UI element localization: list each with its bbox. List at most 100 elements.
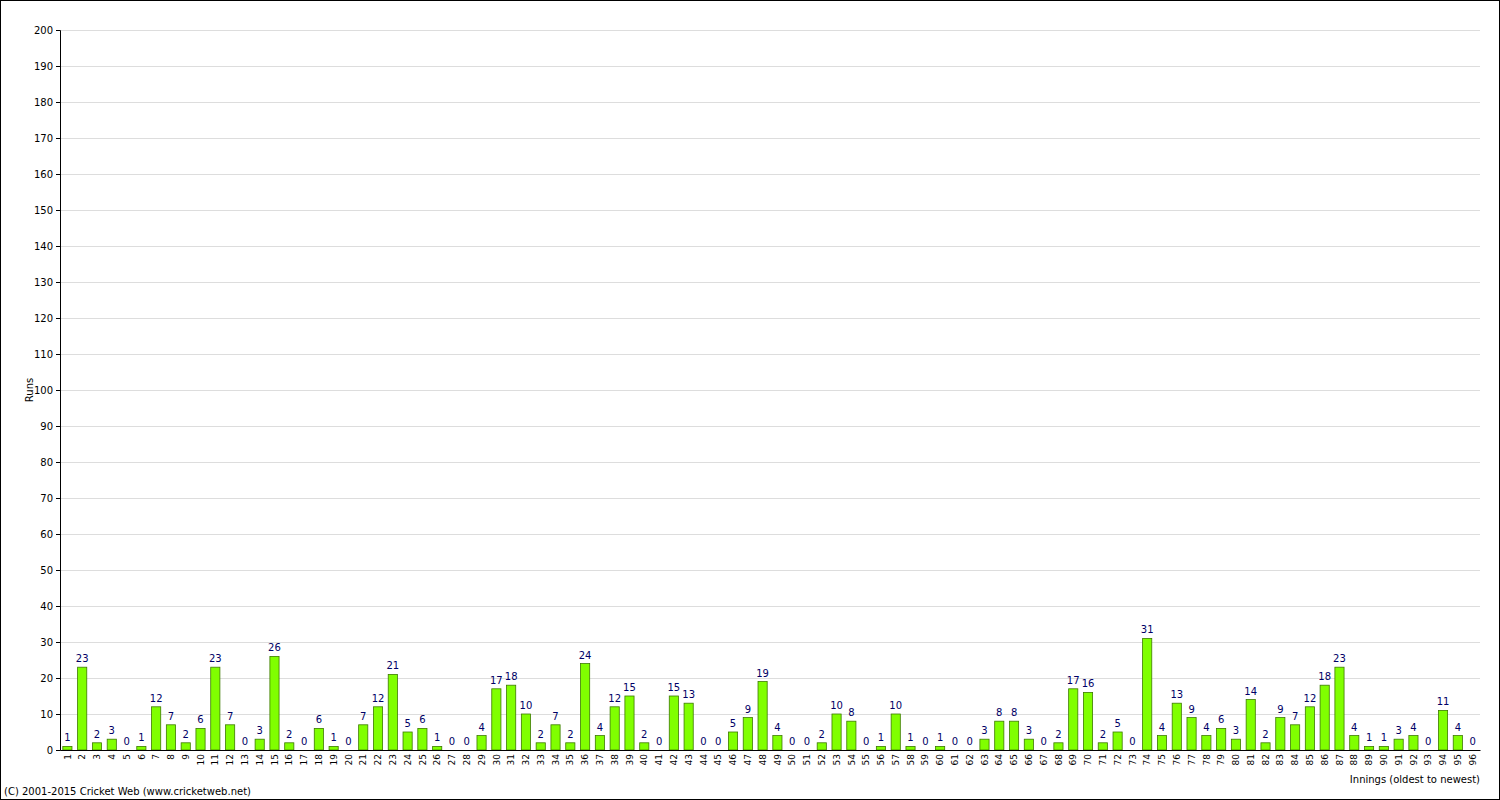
y-tick-mark <box>56 318 60 319</box>
y-tick-label: 60 <box>40 529 53 540</box>
bar <box>433 746 442 750</box>
bar <box>1468 750 1477 751</box>
y-tick-label: 180 <box>34 97 53 108</box>
bar <box>78 667 87 750</box>
y-tick: 160 <box>34 169 60 180</box>
data-label: 10 <box>889 700 902 711</box>
x-tick: 6 <box>137 754 147 760</box>
x-tick-label: 68 <box>1054 754 1064 766</box>
x-tick: 3 <box>92 754 102 760</box>
bar <box>403 732 412 750</box>
data-label: 0 <box>242 736 248 747</box>
bar <box>891 714 900 750</box>
x-tick: 89 <box>1364 754 1374 766</box>
x-tick-label: 22 <box>373 754 383 765</box>
bar <box>299 750 308 751</box>
bar <box>1157 736 1166 750</box>
bar <box>847 721 856 750</box>
data-label: 2 <box>286 729 292 740</box>
x-tick: 2 <box>77 754 87 760</box>
x-tick: 54 <box>847 754 857 766</box>
y-tick-mark <box>56 102 60 103</box>
x-tick: 22 <box>373 754 383 765</box>
bar <box>566 743 575 750</box>
x-tick-label: 78 <box>1202 754 1212 766</box>
grid-line <box>60 174 1480 175</box>
y-tick: 100 <box>34 385 60 396</box>
y-tick-label: 70 <box>40 493 53 504</box>
bar <box>492 689 501 750</box>
x-tick-label: 91 <box>1394 754 1404 765</box>
y-tick-label: 150 <box>34 205 53 216</box>
grid-line <box>60 534 1480 535</box>
data-label: 5 <box>1114 718 1120 729</box>
y-tick-mark <box>56 678 60 679</box>
bar <box>1231 739 1240 750</box>
data-label: 0 <box>804 736 810 747</box>
x-tick: 62 <box>965 754 975 765</box>
x-tick-label: 28 <box>462 754 472 766</box>
y-tick: 20 <box>40 673 60 684</box>
x-tick-label: 83 <box>1275 754 1285 765</box>
bar <box>773 736 782 750</box>
x-tick: 40 <box>639 754 649 766</box>
grid-line <box>60 282 1480 283</box>
data-label: 4 <box>597 722 603 733</box>
y-tick: 150 <box>34 205 60 216</box>
bar <box>92 743 101 750</box>
y-tick-mark <box>56 282 60 283</box>
x-tick-label: 70 <box>1083 754 1093 766</box>
x-tick: 93 <box>1423 754 1433 765</box>
bar <box>329 746 338 750</box>
y-tick: 60 <box>40 529 60 540</box>
data-label: 4 <box>1410 722 1416 733</box>
data-label: 10 <box>830 700 843 711</box>
x-tick-label: 88 <box>1349 754 1359 766</box>
x-tick-label: 29 <box>477 754 487 766</box>
x-tick: 30 <box>492 754 502 766</box>
x-tick-label: 71 <box>1098 754 1108 765</box>
x-tick-label: 52 <box>817 754 827 765</box>
bar <box>906 746 915 750</box>
data-label: 7 <box>552 711 558 722</box>
bar <box>1438 710 1447 750</box>
bar <box>980 739 989 750</box>
y-tick-mark <box>56 390 60 391</box>
data-label: 13 <box>1170 689 1183 700</box>
x-tick: 44 <box>699 754 709 766</box>
data-label: 31 <box>1141 624 1154 635</box>
bar <box>758 682 767 750</box>
x-tick-label: 92 <box>1409 754 1419 765</box>
y-tick-mark <box>56 354 60 355</box>
data-label: 7 <box>227 711 233 722</box>
x-tick: 94 <box>1438 754 1448 766</box>
bar <box>802 750 811 751</box>
x-tick-label: 18 <box>314 754 324 766</box>
bar <box>995 721 1004 750</box>
grid-line <box>60 66 1480 67</box>
bar <box>1083 692 1092 750</box>
grid-line <box>60 354 1480 355</box>
data-label: 17 <box>1067 675 1080 686</box>
x-tick: 60 <box>935 754 945 766</box>
bar <box>344 750 353 751</box>
data-label: 1 <box>434 732 440 743</box>
bar <box>270 656 279 750</box>
y-tick: 0 <box>47 745 60 756</box>
annotation: (C) 2001-2015 Cricket Web (www.cricketwe… <box>4 786 251 797</box>
x-tick: 53 <box>832 754 842 765</box>
bar <box>728 732 737 750</box>
x-tick: 67 <box>1039 754 1049 765</box>
x-tick-label: 81 <box>1246 754 1256 765</box>
x-tick: 43 <box>684 754 694 765</box>
data-label: 18 <box>1318 671 1331 682</box>
bar <box>654 750 663 751</box>
grid-line <box>60 210 1480 211</box>
x-tick: 82 <box>1261 754 1271 765</box>
data-label: 0 <box>301 736 307 747</box>
grid-line <box>60 498 1480 499</box>
bar <box>1424 750 1433 751</box>
x-tick-label: 14 <box>255 754 265 766</box>
x-tick: 59 <box>920 754 930 766</box>
grid-line <box>60 390 1480 391</box>
